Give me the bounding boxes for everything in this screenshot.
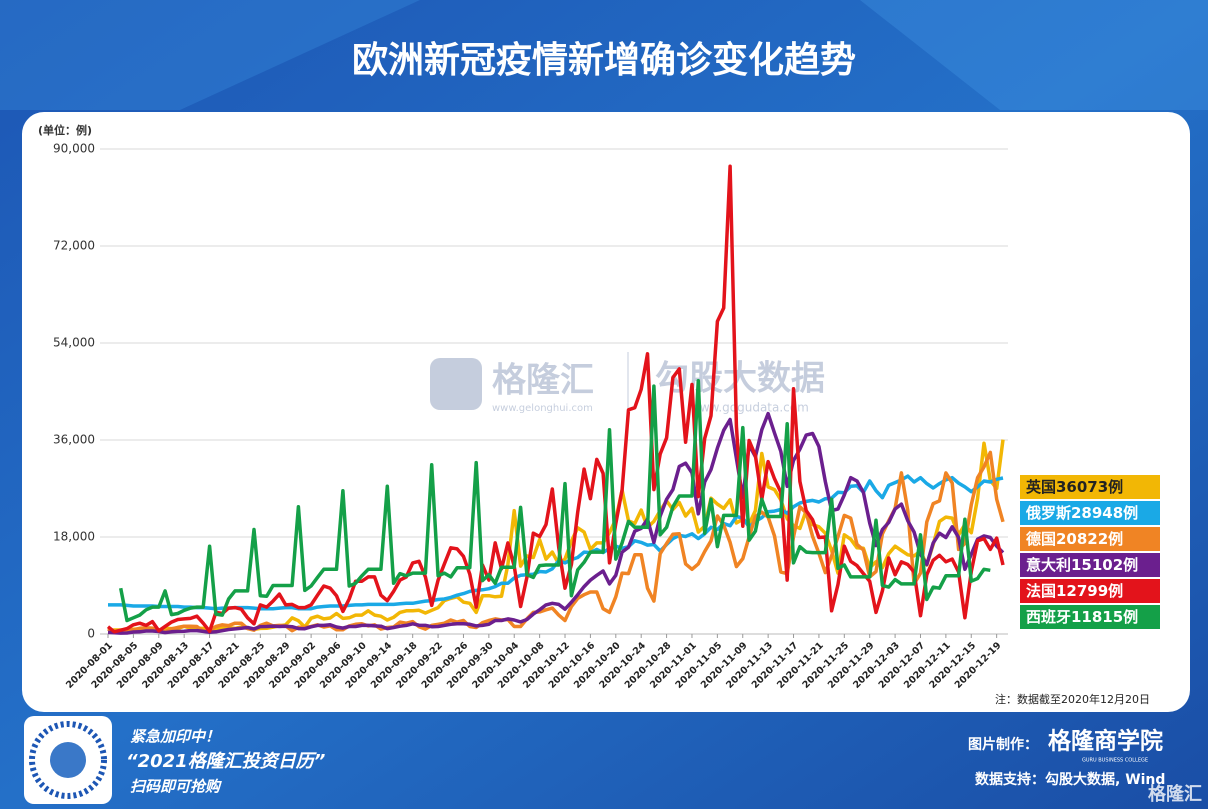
y-tick-label: 36,000 (53, 433, 95, 447)
legend-label: 俄罗斯28948例 (1025, 504, 1138, 522)
maker-sub: GURU BUSINESS COLLEGE (1082, 758, 1148, 764)
promo-text: “2021格隆汇投资日历” (126, 751, 326, 772)
legend-swatch (1020, 553, 1160, 577)
series-line (118, 378, 991, 623)
legend-swatch (1020, 527, 1160, 551)
promo-text: 紧急加印中！ (130, 728, 220, 746)
watermark-text: www.gelonghui.com (492, 403, 593, 414)
chart-title: 欧洲新冠疫情新增确诊变化趋势 (352, 39, 856, 81)
y-tick-label: 18,000 (53, 530, 95, 544)
y-tick-label: 54,000 (53, 336, 95, 350)
corner-logo: 格隆汇 (1148, 783, 1202, 805)
qr-code (50, 742, 86, 778)
legend-label: 英国36073例 (1026, 478, 1123, 496)
watermark: 格隆汇 www.gelonghui.com 勾股大数据 www.gogudata… (430, 352, 825, 415)
qr-code (29, 721, 107, 799)
legend-label: 意大利15102例 (1026, 556, 1138, 574)
y-tick-label: 0 (87, 627, 95, 641)
maker: 格隆商学院 (1048, 728, 1163, 755)
watermark-text: www.gogudata.com (690, 401, 809, 415)
legend-swatch (1020, 501, 1160, 525)
y-axis-unit: (单位：例) (38, 123, 92, 137)
y-tick-label: 72,000 (53, 239, 95, 253)
decor (0, 0, 420, 110)
maker-label: 图片制作： (968, 736, 1038, 753)
promo-text: 扫码即可抢购 (130, 778, 222, 796)
series-line (106, 164, 1005, 634)
legend-label: 德国20822例 (1026, 530, 1123, 548)
legend-label: 法国12799例 (1026, 582, 1123, 600)
watermark-icon (430, 358, 482, 410)
watermark-text: 格隆汇 (492, 361, 594, 401)
source: 数据支持：勾股大数据, Wind (975, 771, 1165, 788)
y-tick-label: 90,000 (53, 142, 95, 156)
legend-swatch (1020, 605, 1160, 629)
watermark-text: 勾股大数据 (655, 359, 825, 399)
plot-panel (22, 112, 1190, 712)
legend: 英国36073例俄罗斯28948例德国20822例意大利15102例法国1279… (1020, 475, 1160, 629)
note: 注：数据截至2020年12月20日 (995, 692, 1150, 706)
legend-swatch (1020, 475, 1160, 499)
legend-label: 西班牙11815例 (1026, 608, 1138, 626)
plot: 018,00036,00054,00072,00090,0002020-08-0… (53, 142, 1008, 691)
decor (860, 0, 1208, 110)
legend-swatch (1020, 579, 1160, 603)
series-line (107, 411, 1005, 635)
